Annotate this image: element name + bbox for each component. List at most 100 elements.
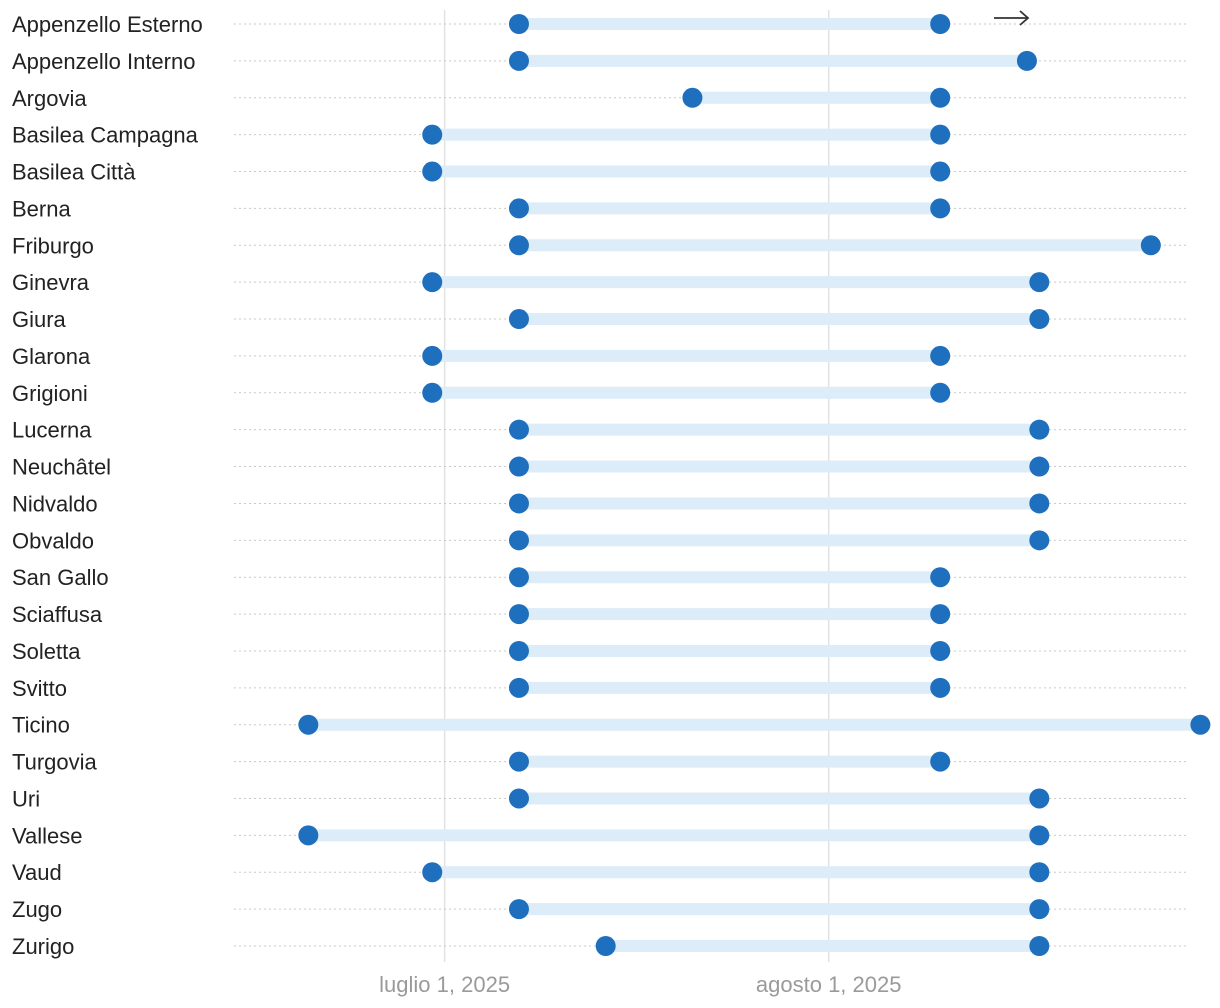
row-sciaffusa: Sciaffusa [12,602,1188,627]
row-appenzello-esterno: Appenzello Esterno [12,12,1188,37]
x-tick-label: agosto 1, 2025 [756,972,902,997]
end-dot [930,382,951,403]
category-label: Giura [12,307,67,332]
row-svitto: Svitto [12,676,1188,701]
annotations [994,10,1030,26]
category-label: Zurigo [12,934,74,959]
category-label: Berna [12,196,71,221]
row-basilea-campagna: Basilea Campagna [12,123,1188,148]
category-label: San Gallo [12,565,109,590]
row-basilea-citt-: Basilea Città [12,160,1188,185]
end-dot [930,640,951,661]
end-dot [1016,50,1037,71]
category-label: Vaud [12,860,62,885]
end-dot [930,161,951,182]
category-label: Basilea Campagna [12,123,199,148]
row-obvaldo: Obvaldo [12,528,1188,553]
start-dot [508,567,529,588]
end-dot [1029,825,1050,846]
start-dot [595,936,616,956]
arrow-right-icon [994,10,1030,26]
start-dot [298,714,319,735]
category-label: Basilea Città [12,160,136,185]
end-dot [930,345,951,366]
start-dot [508,751,529,772]
row-turgovia: Turgovia [12,750,1188,775]
gridlines [443,10,830,962]
category-label: Appenzello Interno [12,49,195,74]
start-dot [422,161,443,182]
end-dot [930,198,951,219]
row-argovia: Argovia [12,86,1188,111]
category-label: Vallese [12,823,83,848]
x-axis: luglio 1, 2025 agosto 1, 2025 [379,972,901,997]
category-label: Neuchâtel [12,455,111,480]
category-label: Grigioni [12,381,88,406]
row-glarona: Glarona [12,344,1188,369]
row-nidvaldo: Nidvaldo [12,491,1188,516]
category-label: Svitto [12,676,67,701]
row-grigioni: Grigioni [12,381,1188,406]
end-dot [1029,419,1050,440]
start-dot [508,419,529,440]
row-uri: Uri [12,786,1188,811]
start-dot [298,825,319,846]
category-label: Appenzello Esterno [12,12,203,37]
category-label: Zugo [12,897,62,922]
start-dot [508,677,529,698]
row-ginevra: Ginevra [12,270,1188,295]
end-dot [1029,456,1050,477]
end-dot [1029,530,1050,551]
end-dot [1029,788,1050,809]
end-dot [930,87,951,108]
start-dot [422,382,443,403]
end-dot [1029,936,1050,956]
category-label: Turgovia [12,750,98,775]
start-dot [508,309,529,330]
category-label: Ticino [12,713,70,738]
start-dot [508,50,529,71]
row-giura: Giura [12,307,1188,332]
start-dot [508,788,529,809]
end-dot [1029,309,1050,330]
start-dot [508,604,529,625]
category-label: Soletta [12,639,81,664]
end-dot [1029,899,1050,920]
start-dot [508,899,529,920]
start-dot [508,640,529,661]
end-dot [1140,235,1161,256]
category-label: Friburgo [12,233,94,258]
end-dot [930,124,951,145]
end-dot [1029,493,1050,514]
start-dot [422,345,443,366]
category-label: Uri [12,786,40,811]
start-dot [422,272,443,293]
row-vaud: Vaud [12,860,1188,885]
category-label: Ginevra [12,270,90,295]
chart-rows: Appenzello Esterno Appenzello Interno Argo… [12,12,1211,959]
row-san-gallo: San Gallo [12,565,1188,590]
row-berna: Berna [12,196,1188,221]
end-dot [930,567,951,588]
category-label: Nidvaldo [12,491,98,516]
end-dot [930,751,951,772]
start-dot [508,235,529,256]
category-label: Argovia [12,86,87,111]
start-dot [508,198,529,219]
start-dot [508,493,529,514]
end-dot [930,677,951,698]
end-dot [930,14,951,34]
row-soletta: Soletta [12,639,1188,664]
start-dot [682,87,703,108]
start-dot [422,124,443,145]
row-ticino: Ticino [12,713,1211,738]
start-dot [508,456,529,477]
end-dot [930,604,951,625]
start-dot [508,530,529,551]
end-dot [1029,272,1050,293]
x-tick-label: luglio 1, 2025 [379,972,510,997]
row-zugo: Zugo [12,897,1188,922]
end-dot [1190,714,1211,735]
